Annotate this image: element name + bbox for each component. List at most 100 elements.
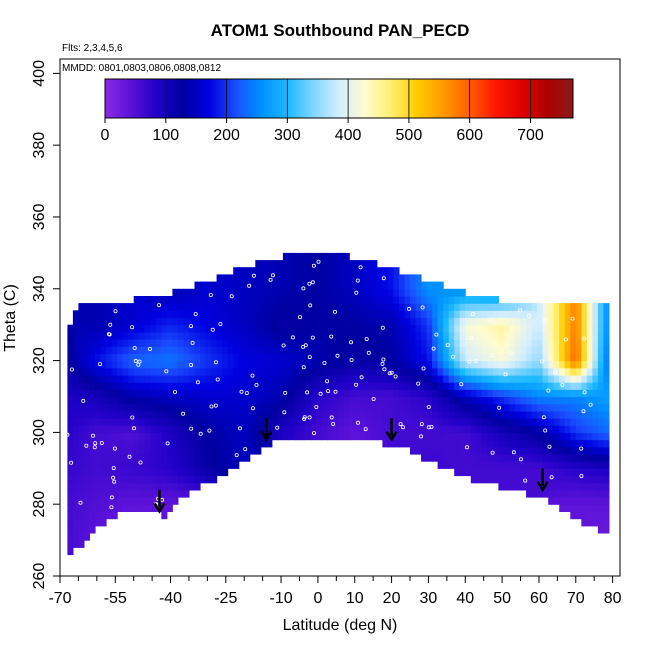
heatmap-cell bbox=[321, 367, 328, 376]
heatmap-cell bbox=[166, 296, 173, 304]
heatmap-cell bbox=[454, 360, 461, 369]
heatmap-cell bbox=[316, 353, 323, 362]
heatmap-cell bbox=[343, 331, 350, 340]
heatmap-cell bbox=[166, 396, 173, 405]
heatmap-cell bbox=[249, 410, 256, 419]
sample-point bbox=[363, 427, 368, 432]
heatmap-cell bbox=[111, 439, 118, 448]
sample-point bbox=[371, 396, 376, 401]
heatmap-cell bbox=[211, 296, 218, 304]
heatmap-cell bbox=[603, 331, 610, 340]
heatmap-cell bbox=[299, 288, 306, 297]
heatmap-cell bbox=[95, 331, 102, 340]
heatmap-cell bbox=[515, 439, 522, 448]
heatmap-cell bbox=[338, 410, 345, 419]
heatmap-cell bbox=[316, 432, 323, 441]
heatmap-cell bbox=[470, 418, 477, 426]
heatmap-cell bbox=[603, 353, 610, 362]
heatmap-cell bbox=[509, 432, 516, 441]
heatmap-cell bbox=[371, 425, 378, 433]
heatmap-cell bbox=[487, 425, 494, 433]
heatmap-cell bbox=[382, 331, 389, 340]
heatmap-cell bbox=[410, 324, 417, 333]
heatmap-cell bbox=[238, 410, 245, 419]
heatmap-cell bbox=[592, 511, 599, 520]
heatmap-cell bbox=[183, 396, 190, 405]
heatmap-cell bbox=[144, 439, 151, 448]
heatmap-cell bbox=[393, 281, 400, 290]
heatmap-cell bbox=[282, 403, 289, 412]
heatmap-cell bbox=[277, 331, 284, 340]
sample-point bbox=[188, 362, 193, 367]
heatmap-cell bbox=[365, 360, 372, 369]
heatmap-cell bbox=[459, 418, 466, 426]
heatmap-cell bbox=[338, 274, 345, 283]
sample-point bbox=[354, 290, 359, 295]
heatmap-cell bbox=[443, 310, 450, 319]
heatmap-cell bbox=[481, 324, 488, 333]
sample-point bbox=[65, 432, 70, 437]
sample-point bbox=[189, 426, 194, 431]
heatmap-cell bbox=[520, 367, 527, 376]
heatmap-cell bbox=[205, 453, 212, 462]
sample-point bbox=[209, 404, 214, 409]
heatmap-cell bbox=[161, 410, 168, 419]
heatmap-cell bbox=[310, 425, 317, 433]
heatmap-cell bbox=[459, 439, 466, 448]
heatmap-cell bbox=[200, 339, 207, 347]
heatmap-cell bbox=[509, 303, 516, 311]
heatmap-cell bbox=[498, 346, 505, 354]
heatmap-cell bbox=[282, 252, 289, 261]
heatmap-cell bbox=[476, 367, 483, 376]
heatmap-cell bbox=[83, 453, 90, 462]
heatmap-cell bbox=[432, 296, 439, 304]
heatmap-cell bbox=[592, 489, 599, 498]
heatmap-cell bbox=[288, 317, 295, 326]
heatmap-cell bbox=[255, 360, 262, 369]
sample-point bbox=[331, 421, 336, 426]
heatmap-cell bbox=[415, 367, 422, 376]
colorbar-tick-label: 200 bbox=[213, 127, 240, 144]
heatmap-cell bbox=[89, 303, 96, 311]
heatmap-cell bbox=[592, 317, 599, 326]
heatmap-cell bbox=[531, 396, 538, 405]
heatmap-cell bbox=[255, 396, 262, 405]
heatmap-cell bbox=[172, 432, 179, 441]
heatmap-cell bbox=[542, 324, 549, 333]
heatmap-cell bbox=[321, 331, 328, 340]
heatmap-cell bbox=[78, 374, 85, 383]
heatmap-cell bbox=[371, 281, 378, 290]
heatmap-cell bbox=[144, 339, 151, 347]
heatmap-cell bbox=[470, 353, 477, 362]
heatmap-cell bbox=[432, 360, 439, 369]
heatmap-cell bbox=[387, 281, 394, 290]
heatmap-cell bbox=[454, 396, 461, 405]
heatmap-cell bbox=[282, 389, 289, 398]
heatmap-cell bbox=[150, 482, 157, 491]
heatmap-cell bbox=[266, 346, 273, 354]
heatmap-cell bbox=[327, 425, 334, 433]
heatmap-cell bbox=[548, 389, 555, 398]
heatmap-cell bbox=[244, 324, 251, 333]
heatmap-cell bbox=[437, 346, 444, 354]
heatmap-cell bbox=[376, 317, 383, 326]
heatmap-cell bbox=[332, 425, 339, 433]
sample-point bbox=[106, 332, 111, 337]
heatmap-cell bbox=[365, 274, 372, 283]
heatmap-cell bbox=[72, 374, 79, 383]
heatmap-cell bbox=[421, 389, 428, 398]
heatmap-cell bbox=[122, 425, 129, 433]
heatmap-cell bbox=[487, 461, 494, 469]
heatmap-cell bbox=[106, 389, 113, 398]
heatmap-cell bbox=[293, 274, 300, 283]
heatmap-cell bbox=[67, 396, 74, 405]
heatmap-cell bbox=[166, 403, 173, 412]
heatmap-cell bbox=[67, 453, 74, 462]
heatmap-cell bbox=[332, 374, 339, 383]
heatmap-cell bbox=[83, 410, 90, 419]
heatmap-cell bbox=[426, 310, 433, 319]
heatmap-cell bbox=[117, 504, 124, 512]
heatmap-cell bbox=[332, 310, 339, 319]
heatmap-cell bbox=[421, 432, 428, 441]
heatmap-cell bbox=[222, 396, 229, 405]
